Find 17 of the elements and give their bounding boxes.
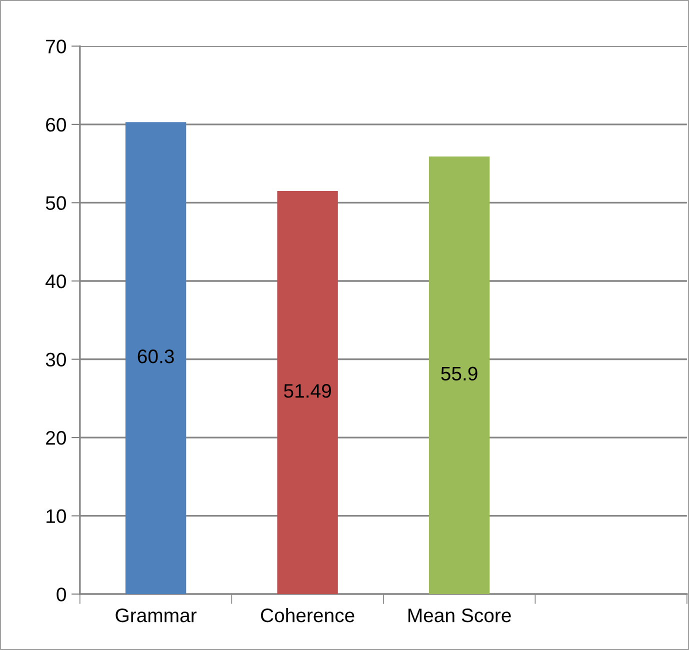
y-tick-label: 40 (46, 274, 66, 288)
x-tick-label: Mean Score (408, 608, 511, 622)
x-tick-label: Coherence (260, 608, 354, 622)
data-label: 55.9 (441, 366, 478, 381)
y-tick-label: 30 (46, 352, 66, 366)
bar (277, 191, 338, 594)
y-tick-label: 10 (46, 509, 66, 524)
x-tick-label: Grammar (116, 608, 197, 622)
bar (125, 122, 186, 594)
y-tick-label: 0 (56, 588, 66, 602)
y-tick-label: 20 (46, 431, 66, 445)
y-tick-label: 60 (46, 118, 66, 132)
y-tick-label: 50 (46, 196, 66, 210)
bar (428, 156, 490, 594)
y-tick-label: 70 (46, 40, 66, 54)
data-label: 60.3 (138, 350, 174, 364)
data-label: 51.49 (284, 384, 331, 398)
